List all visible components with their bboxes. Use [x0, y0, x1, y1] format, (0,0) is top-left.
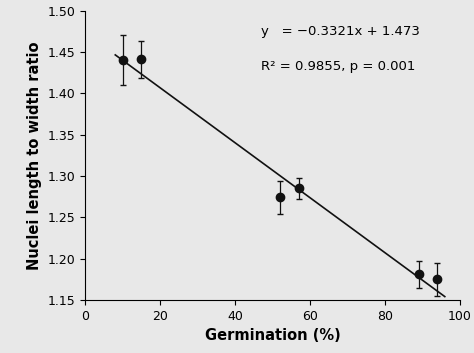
Text: y   = −0.3321x + 1.473: y = −0.3321x + 1.473	[261, 25, 420, 38]
Y-axis label: Nuclei length to width ratio: Nuclei length to width ratio	[27, 41, 42, 270]
Text: R² = 0.9855, p = 0.001: R² = 0.9855, p = 0.001	[261, 60, 416, 73]
X-axis label: Germination (%): Germination (%)	[205, 328, 340, 343]
